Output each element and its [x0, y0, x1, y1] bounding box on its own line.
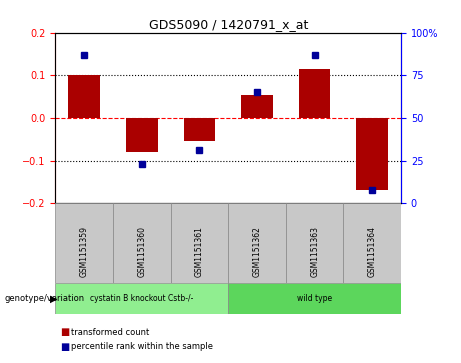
Bar	[228, 203, 286, 283]
Bar	[126, 118, 158, 152]
Bar	[299, 69, 331, 118]
Bar	[55, 283, 228, 314]
Text: genotype/variation: genotype/variation	[5, 294, 85, 303]
Bar	[68, 75, 100, 118]
Text: GSM1151364: GSM1151364	[368, 226, 377, 277]
Bar	[356, 118, 388, 191]
Text: wild type: wild type	[297, 294, 332, 303]
Bar	[228, 283, 401, 314]
Text: transformed count: transformed count	[71, 328, 150, 337]
Text: GSM1151359: GSM1151359	[80, 226, 89, 277]
Text: ■: ■	[60, 327, 69, 337]
Text: GSM1151362: GSM1151362	[253, 226, 261, 277]
Bar	[343, 203, 401, 283]
Bar	[55, 203, 113, 283]
Text: GSM1151361: GSM1151361	[195, 226, 204, 277]
Bar	[171, 203, 228, 283]
Text: GSM1151360: GSM1151360	[137, 226, 146, 277]
Bar	[183, 118, 215, 142]
Text: cystatin B knockout Cstb-/-: cystatin B knockout Cstb-/-	[90, 294, 194, 303]
Bar	[286, 203, 343, 283]
Text: percentile rank within the sample: percentile rank within the sample	[71, 342, 213, 351]
Text: ▶: ▶	[50, 294, 57, 303]
Bar	[241, 94, 273, 118]
Text: ■: ■	[60, 342, 69, 352]
Bar	[113, 203, 171, 283]
Text: GSM1151363: GSM1151363	[310, 226, 319, 277]
Title: GDS5090 / 1420791_x_at: GDS5090 / 1420791_x_at	[148, 19, 308, 32]
